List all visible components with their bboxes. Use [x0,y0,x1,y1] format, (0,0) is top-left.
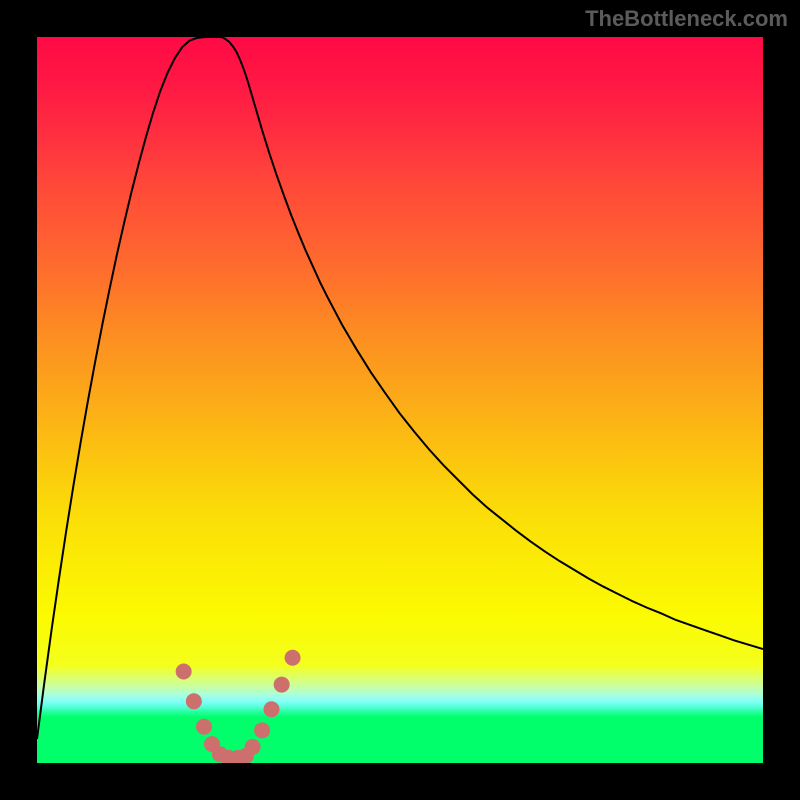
curve-marker [176,664,192,680]
bottleneck-curve [37,37,763,739]
watermark-text: TheBottleneck.com [585,6,788,32]
plot-area [37,37,763,763]
chart-svg [37,37,763,763]
curve-marker [196,719,212,735]
curve-markers-group [176,650,301,763]
curve-marker [285,650,301,666]
curve-marker [186,693,202,709]
curve-marker [254,722,270,738]
curve-marker [245,739,261,755]
curve-marker [264,701,280,717]
curve-marker [274,677,290,693]
